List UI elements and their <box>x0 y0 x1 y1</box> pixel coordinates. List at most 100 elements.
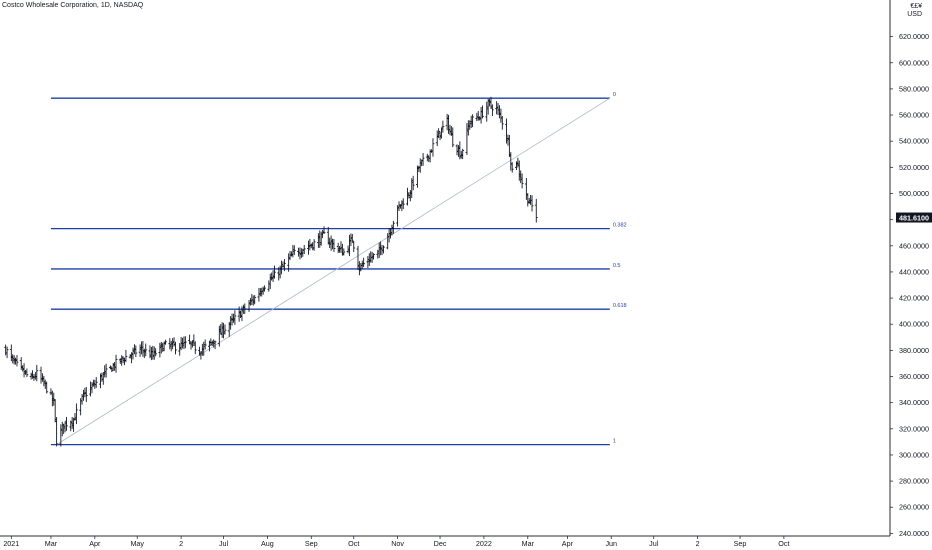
ohlc-bar <box>500 116 504 130</box>
fib-retracement-drawing[interactable]: 0 0.382 0.5 0.618 1 <box>50 92 627 446</box>
ohlc-bar <box>154 348 158 357</box>
price-tick-label: 280.0000 <box>899 477 929 486</box>
ohlc-bar <box>520 173 524 189</box>
last-price-value: 481.6100 <box>899 214 929 223</box>
price-tick-label: 540.0000 <box>899 137 929 146</box>
ohlc-bar <box>84 387 88 402</box>
time-tick-label: Sep <box>305 539 318 548</box>
price-tick-label: 400.0000 <box>899 320 929 329</box>
last-price-tag[interactable] <box>896 212 932 223</box>
ohlc-bar <box>75 403 78 425</box>
time-tick-label: Jul <box>219 539 229 548</box>
ohlc-bar <box>114 354 118 373</box>
ohlc-bar <box>372 253 375 260</box>
price-tick-label: 500.0000 <box>899 189 929 198</box>
fib-level-label: 0 <box>613 92 616 98</box>
ohlc-bar <box>253 295 257 305</box>
price-tick-label: 320.0000 <box>899 424 929 433</box>
ohlc-bar <box>292 245 296 255</box>
ohlc-bar <box>134 345 138 357</box>
time-tick-label: Nov <box>391 539 404 548</box>
time-tick-label: Mar <box>522 539 535 548</box>
ohlc-bar <box>203 339 207 350</box>
price-tick-label: 580.0000 <box>899 84 929 93</box>
ohlc-bar <box>25 368 29 378</box>
ohlc-bar <box>352 241 356 252</box>
ohlc-bar <box>15 355 19 367</box>
ohlc-bar <box>510 162 514 173</box>
ohlc-bar <box>5 346 9 359</box>
ohlc-bar <box>45 381 49 394</box>
fib-level-label: 0.5 <box>613 263 621 269</box>
time-tick-label: 2021 <box>3 539 19 548</box>
price-tick-label: 440.0000 <box>899 267 929 276</box>
ohlc-bar <box>391 220 395 234</box>
ohlc-bar <box>124 349 128 363</box>
ohlc-bar <box>144 343 148 357</box>
ohlc-bar <box>491 104 494 117</box>
currency-label[interactable]: €£¥ USD <box>907 3 922 19</box>
ohlc-bar <box>243 303 247 315</box>
price-tick-label: 520.0000 <box>899 163 929 172</box>
ohlc-bar <box>322 226 326 235</box>
ohlc-bar <box>362 257 366 268</box>
price-tick-label: 620.0000 <box>899 32 929 41</box>
ohlc-bar <box>342 248 346 256</box>
ohlc-bar <box>411 175 415 191</box>
time-axis[interactable]: 2021 Mar Apr May 2 Jul Aug Sep Oct Nov Dec 2022 Mar A… <box>0 535 890 548</box>
ohlc-bar <box>193 341 197 355</box>
ohlc-bar <box>65 416 68 431</box>
ohlc-bar <box>431 138 435 157</box>
time-tick-label: May <box>130 539 144 548</box>
ohlc-bar <box>461 148 465 160</box>
ohlc-bar <box>401 198 405 210</box>
fib-level-label: 1 <box>613 439 616 445</box>
fib-level-label: 0.618 <box>613 303 627 309</box>
currency-code: USD <box>907 11 922 18</box>
fib-level-label: 0.382 <box>613 223 627 229</box>
ohlc-bar <box>534 198 538 223</box>
time-tick-label: Apr <box>89 539 101 548</box>
price-tick-label: 360.0000 <box>899 372 929 381</box>
price-tick-label: 340.0000 <box>899 398 929 407</box>
time-tick-label: 2 <box>696 539 700 548</box>
ohlc-bar <box>421 152 425 166</box>
ohlc-bar <box>530 195 534 212</box>
time-tick-label: 2022 <box>476 539 492 548</box>
price-tick-label: 380.0000 <box>899 346 929 355</box>
ohlc-bar <box>183 336 187 349</box>
time-tick-label: Oct <box>348 539 359 548</box>
ohlc-bar <box>382 245 385 254</box>
time-tick-label: Mar <box>45 539 58 548</box>
time-tick-label: Dec <box>434 539 447 548</box>
time-tick-label: Aug <box>261 539 274 548</box>
price-tick-label: 600.0000 <box>899 58 929 67</box>
ohlc-bar <box>273 265 276 279</box>
ohlc-bar <box>437 128 441 139</box>
ohlc-bar <box>441 120 445 133</box>
ohlc-bar <box>104 363 108 378</box>
ohlc-bar <box>451 127 455 148</box>
price-tick-label: 420.0000 <box>899 294 929 303</box>
ohlc-bar <box>223 324 227 335</box>
currency-symbols: €£¥ <box>910 3 922 10</box>
time-tick-label: Jul <box>649 539 659 548</box>
trend-line-drawing[interactable] <box>56 97 611 445</box>
ohlc-bar <box>55 416 58 447</box>
time-tick-label: 2 <box>179 539 183 548</box>
price-axis[interactable]: 620.0000 600.0000 580.0000 560.0000 540.0000… <box>889 0 932 538</box>
ohlc-bar <box>302 244 306 255</box>
price-tick-label: 560.0000 <box>899 111 929 120</box>
ohlc-bar <box>332 239 336 252</box>
ohlc-bar <box>263 285 266 292</box>
trend-line[interactable] <box>56 97 611 445</box>
ohlc-bar <box>283 259 286 272</box>
time-tick-label: Oct <box>778 539 789 548</box>
price-tick-label: 300.0000 <box>899 450 929 459</box>
time-tick-label: Jun <box>605 539 617 548</box>
ohlc-bar <box>164 339 167 345</box>
chart-title: Costco Wholesale Corporation, 1D, NASDAQ <box>2 2 144 9</box>
price-tick-label: 260.0000 <box>899 503 929 512</box>
